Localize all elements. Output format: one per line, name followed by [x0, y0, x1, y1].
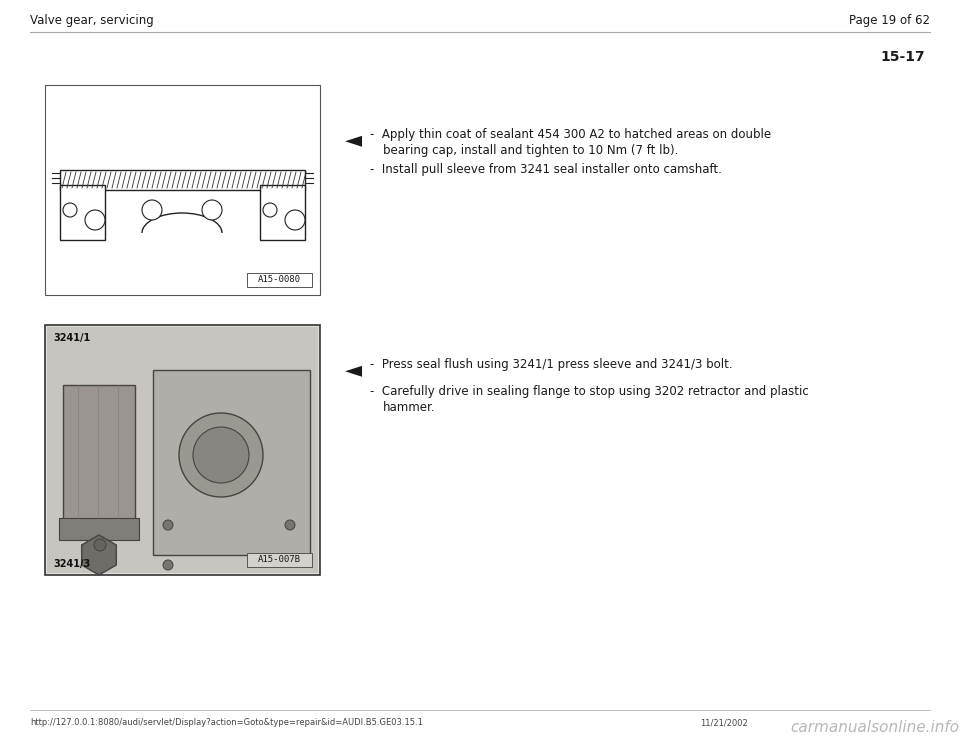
Text: -  Carefully drive in sealing flange to stop using 3202 retractor and plastic: - Carefully drive in sealing flange to s… — [370, 385, 808, 398]
Text: A15-0080: A15-0080 — [258, 275, 301, 284]
Circle shape — [142, 200, 162, 220]
Circle shape — [85, 210, 105, 230]
Text: A15-007B: A15-007B — [258, 556, 301, 565]
Text: http://127.0.0.1:8080/audi/servlet/Display?action=Goto&type=repair&id=AUDI.B5.GE: http://127.0.0.1:8080/audi/servlet/Displ… — [30, 718, 422, 727]
Text: carmanualsonline.info: carmanualsonline.info — [790, 720, 959, 735]
Text: 11/21/2002: 11/21/2002 — [700, 718, 748, 727]
Circle shape — [163, 560, 173, 570]
Text: -  Apply thin coat of sealant 454 300 A2 to hatched areas on double: - Apply thin coat of sealant 454 300 A2 … — [370, 128, 771, 141]
Circle shape — [63, 203, 77, 217]
Bar — [60, 185, 105, 240]
Circle shape — [94, 539, 106, 551]
Text: 3241/3: 3241/3 — [53, 559, 90, 569]
Text: bearing cap, install and tighten to 10 Nm (7 ft lb).: bearing cap, install and tighten to 10 N… — [383, 144, 679, 157]
Text: Valve gear, servicing: Valve gear, servicing — [30, 14, 154, 27]
Text: ◄: ◄ — [345, 360, 362, 380]
Text: Page 19 of 62: Page 19 of 62 — [849, 14, 930, 27]
Bar — [47, 327, 318, 573]
Text: 15-17: 15-17 — [880, 50, 925, 64]
Circle shape — [202, 200, 222, 220]
Text: 3241/1: 3241/1 — [53, 333, 90, 343]
Bar — [247, 273, 312, 287]
Circle shape — [263, 203, 277, 217]
Bar — [60, 170, 305, 190]
Bar — [59, 518, 139, 540]
Circle shape — [193, 427, 249, 483]
Text: -  Install pull sleeve from 3241 seal installer onto camshaft.: - Install pull sleeve from 3241 seal ins… — [370, 163, 722, 176]
Bar — [153, 370, 310, 555]
Bar — [63, 385, 135, 520]
Text: -  Press seal flush using 3241/1 press sleeve and 3241/3 bolt.: - Press seal flush using 3241/1 press sl… — [370, 358, 732, 371]
Bar — [260, 185, 305, 240]
Circle shape — [179, 413, 263, 497]
Bar — [45, 325, 320, 575]
Text: hammer.: hammer. — [383, 401, 436, 414]
Bar — [247, 553, 312, 567]
Circle shape — [285, 520, 295, 530]
Circle shape — [285, 210, 305, 230]
Text: ◄: ◄ — [345, 130, 362, 150]
Polygon shape — [82, 535, 116, 575]
Circle shape — [163, 520, 173, 530]
Bar — [45, 85, 320, 295]
